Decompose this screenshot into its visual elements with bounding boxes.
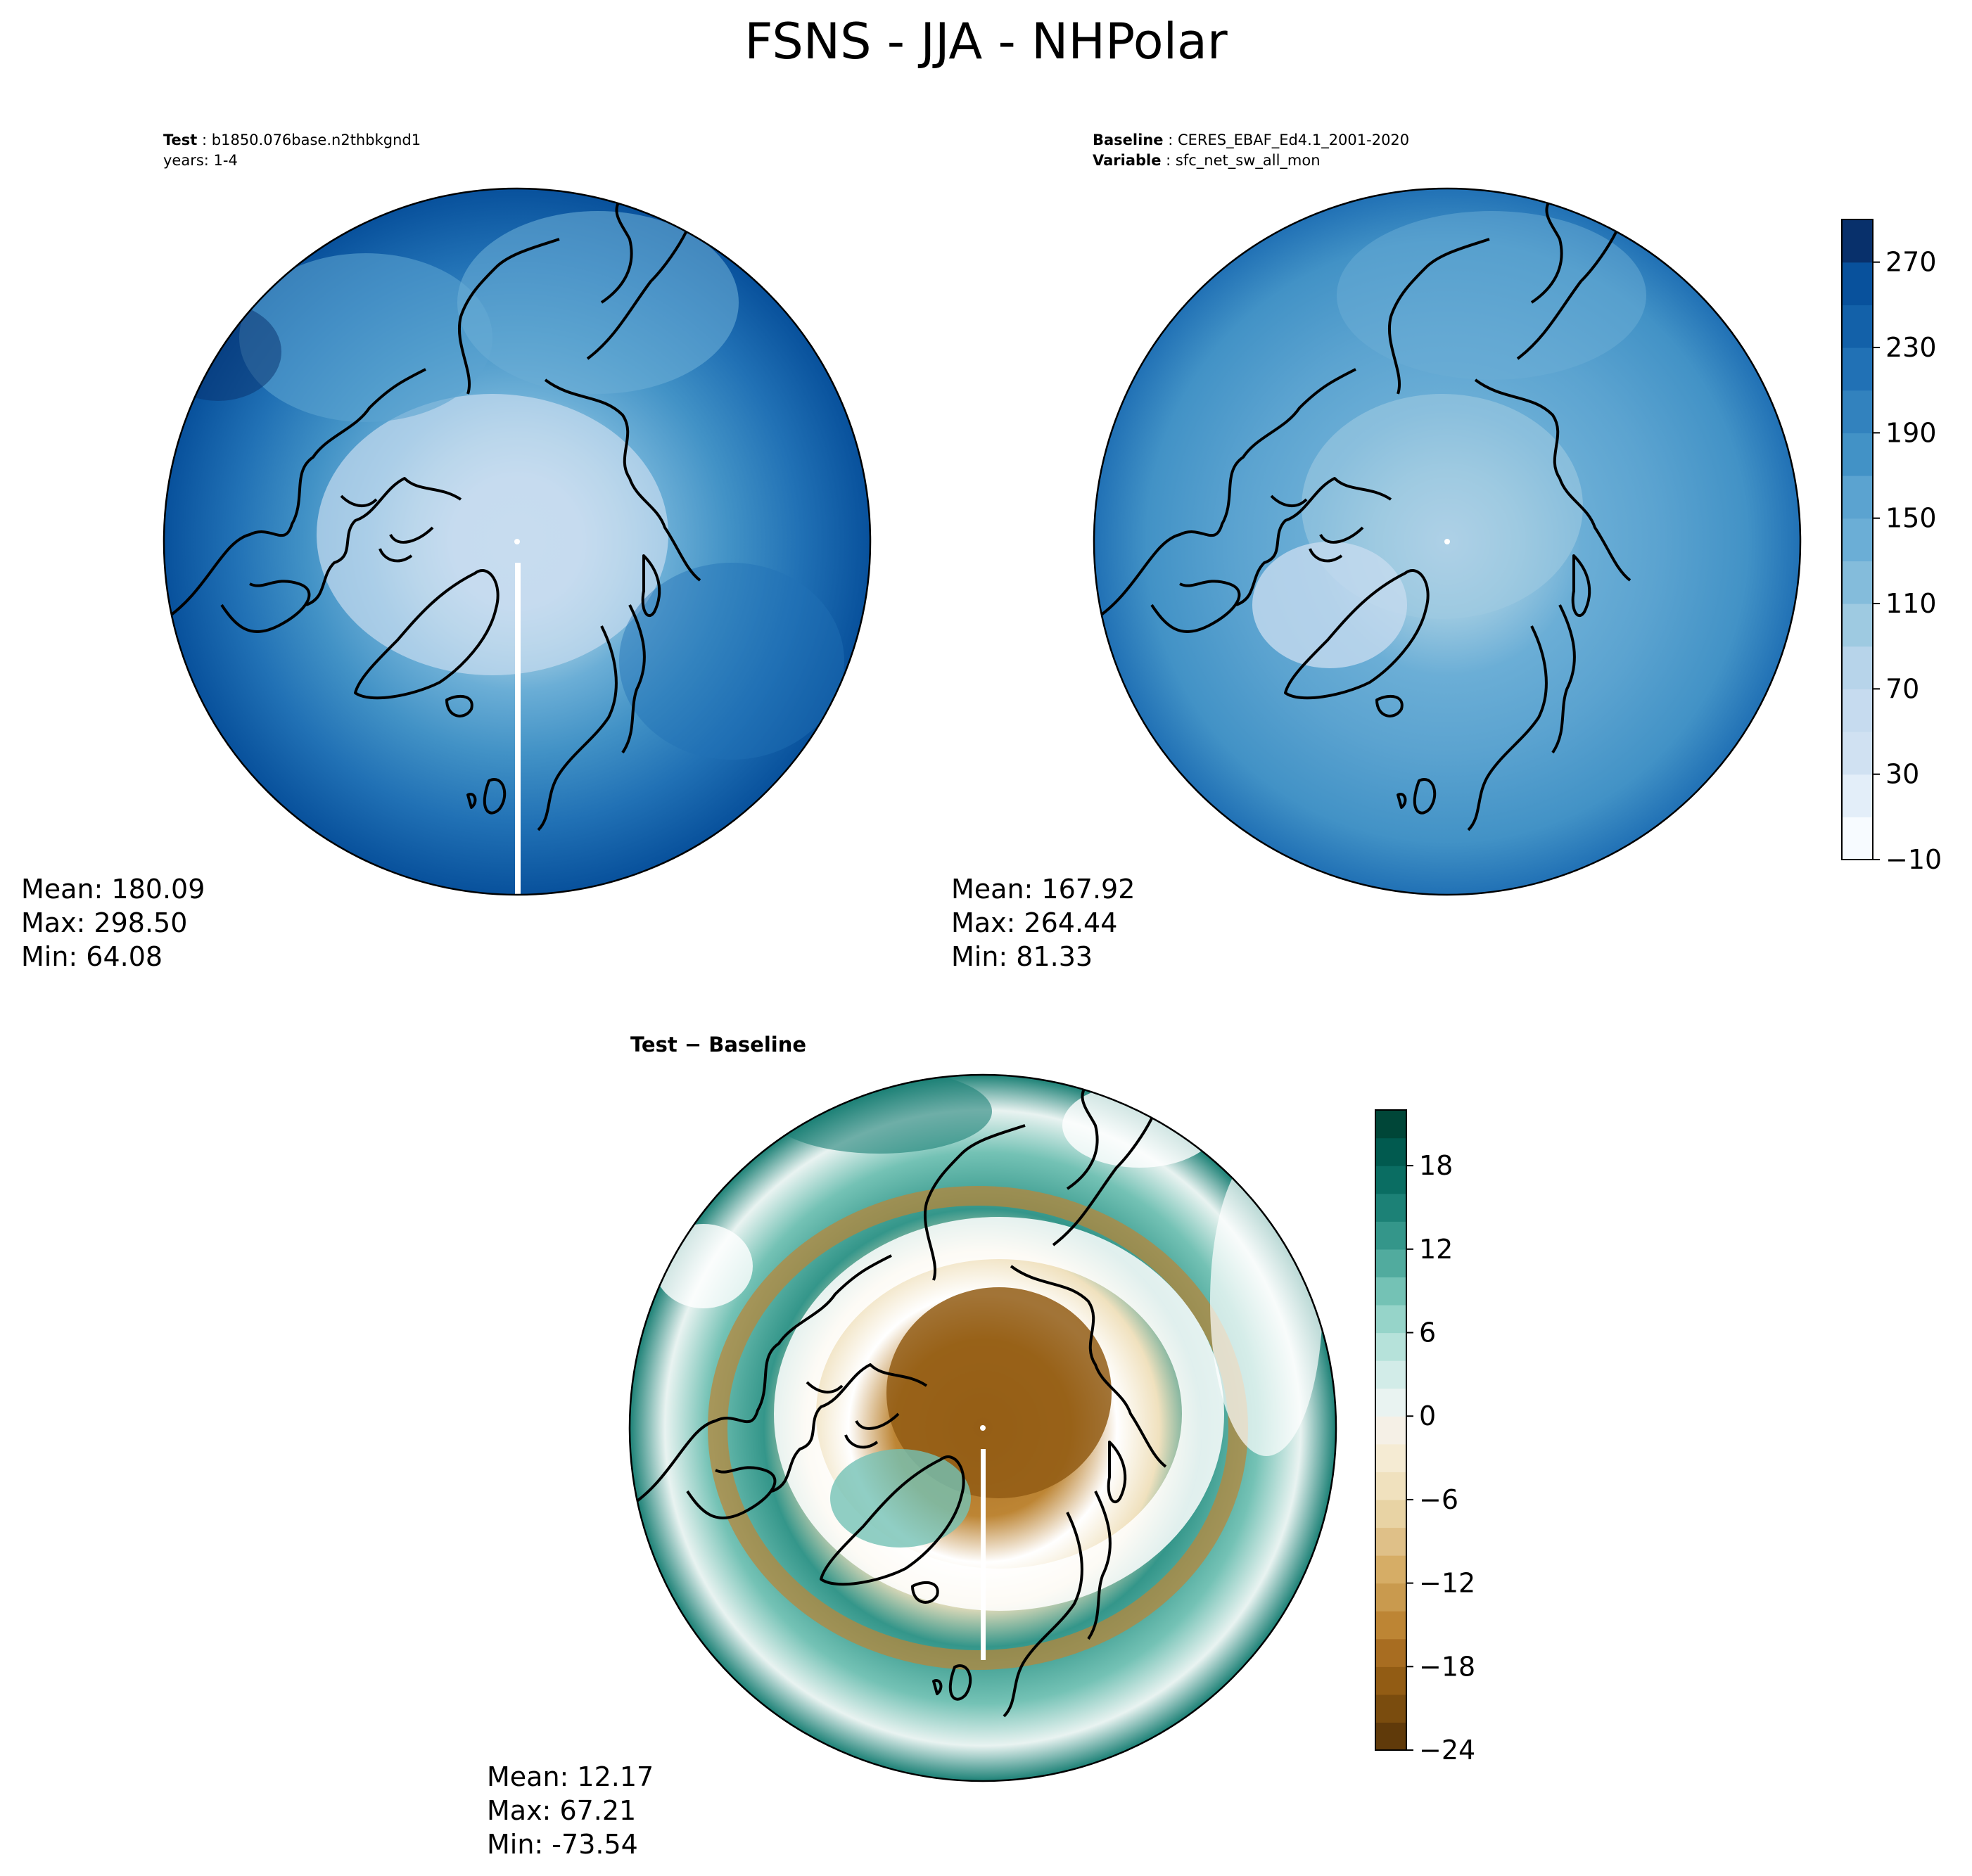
colorbar-main-swatch <box>1842 732 1873 775</box>
colorbar-main-tick-label: −10 <box>1885 844 1942 875</box>
baseline-map <box>1093 187 1802 896</box>
colorbar-diff-tick-label: −24 <box>1419 1735 1475 1766</box>
colorbar-main-swatch <box>1842 433 1873 476</box>
colorbar-main-swatch <box>1842 262 1873 305</box>
figure-title: FSNS - JJA - NHPolar <box>744 13 1228 70</box>
colorbar-diff-swatch <box>1375 1388 1406 1417</box>
colorbar-diff-swatch <box>1375 1555 1406 1584</box>
colorbar-main-swatch <box>1842 305 1873 348</box>
colorbar-diff-swatch <box>1375 1193 1406 1222</box>
colorbar-main-swatch <box>1842 561 1873 604</box>
colorbar-diff-tick-label: 0 <box>1419 1400 1436 1431</box>
colorbar-main-tick-label: 30 <box>1885 759 1919 790</box>
colorbar-diff-swatch <box>1375 1472 1406 1500</box>
colorbar-main-swatch <box>1842 390 1873 433</box>
test-stats: Mean: 180.09 Max: 298.50 Min: 64.08 <box>21 872 205 974</box>
colorbar-diff-swatch <box>1375 1527 1406 1556</box>
colorbar-diff-swatch <box>1375 1277 1406 1306</box>
colorbar-diff-swatch <box>1375 1249 1406 1277</box>
colorbar-main-swatch <box>1842 518 1873 561</box>
colorbar-main-swatch <box>1842 604 1873 647</box>
test-years: years: 1-4 <box>163 152 238 169</box>
colorbar-diff-tick-label: 6 <box>1419 1317 1436 1348</box>
colorbar-diff-tick-label: 12 <box>1419 1234 1453 1265</box>
colorbar-diff-tick-label: −12 <box>1419 1568 1475 1599</box>
baseline-min: Min: 81.33 <box>951 941 1093 972</box>
test-label: Test <box>163 132 198 148</box>
baseline-dataset: CERES_EBAF_Ed4.1_2001-2020 <box>1177 132 1410 148</box>
colorbar-main-tick-label: 70 <box>1885 673 1919 704</box>
colorbar-diff-swatch <box>1375 1110 1406 1139</box>
baseline-mean: Mean: 167.92 <box>951 874 1136 905</box>
baseline-header: Baseline : CERES_EBAF_Ed4.1_2001-2020 Va… <box>1093 132 1410 169</box>
colorbar-main-tick-label: 150 <box>1885 503 1937 534</box>
colorbar-main-swatch <box>1842 774 1873 817</box>
colorbar-diff-swatch <box>1375 1583 1406 1612</box>
diff-min: Min: -73.54 <box>487 1829 638 1860</box>
colorbar-diff-swatch <box>1375 1137 1406 1166</box>
test-map <box>163 187 872 896</box>
colorbar-main-tick-label: 110 <box>1885 588 1937 619</box>
diff-max: Max: 67.21 <box>487 1795 637 1826</box>
colorbar-diff-swatch <box>1375 1304 1406 1334</box>
test-header: Test : b1850.076base.n2thbkgnd1 years: 1… <box>163 130 421 171</box>
colorbar-main-swatch <box>1842 646 1873 689</box>
diff-mean: Mean: 12.17 <box>487 1761 654 1792</box>
colorbar-diff-swatch <box>1375 1360 1406 1389</box>
test-min: Min: 64.08 <box>21 941 163 972</box>
colorbar-diff-swatch <box>1375 1638 1406 1667</box>
colorbar-main-tick-label: 190 <box>1885 417 1937 448</box>
test-mean: Mean: 180.09 <box>21 874 205 905</box>
diff-title: Test − Baseline <box>630 1033 807 1057</box>
colorbar-main-swatch <box>1842 219 1873 263</box>
colorbar-diff-swatch <box>1375 1221 1406 1250</box>
diff-stats: Mean: 12.17 Max: 67.21 Min: -73.54 <box>487 1760 654 1861</box>
test-max: Max: 298.50 <box>21 907 188 938</box>
colorbar-diff-swatch <box>1375 1499 1406 1529</box>
colorbar-main-swatch <box>1842 689 1873 732</box>
colorbar-diff-swatch <box>1375 1416 1406 1445</box>
colorbar-diff-tick-label: 18 <box>1419 1150 1453 1181</box>
colorbar-diff-tick-label: −6 <box>1419 1484 1458 1515</box>
baseline-label: Baseline <box>1093 132 1164 148</box>
colorbar-diff-swatch <box>1375 1611 1406 1640</box>
colorbar-diff-swatch <box>1375 1443 1406 1472</box>
baseline-variable: sfc_net_sw_all_mon <box>1175 152 1321 169</box>
colorbar-main: 270 230 190 150 110 70 30 −10 <box>1841 219 1942 875</box>
colorbar-diff-swatch <box>1375 1332 1406 1361</box>
colorbar-main-swatch <box>1842 347 1873 391</box>
test-case: b1850.076base.n2thbkgnd1 <box>211 132 421 148</box>
diff-map <box>628 1073 1337 1782</box>
colorbar-diff-swatch <box>1375 1166 1406 1194</box>
baseline-stats: Mean: 167.92 Max: 264.44 Min: 81.33 <box>951 872 1135 974</box>
colorbar-diff-tick-label: −18 <box>1419 1651 1475 1682</box>
variable-label: Variable <box>1093 152 1162 169</box>
colorbar-main-tick-label: 270 <box>1885 247 1937 278</box>
colorbar-main-swatch <box>1842 476 1873 519</box>
colorbar-diff: 18 12 6 0 −6 −12 −18 −24 <box>1375 1109 1475 1766</box>
colorbar-main-swatch <box>1842 817 1873 860</box>
colorbar-diff-swatch <box>1375 1666 1406 1695</box>
colorbar-diff-swatch <box>1375 1694 1406 1723</box>
colorbar-diff-swatch <box>1375 1722 1406 1751</box>
colorbar-main-tick-label: 230 <box>1885 332 1937 363</box>
baseline-max: Max: 264.44 <box>951 907 1118 938</box>
